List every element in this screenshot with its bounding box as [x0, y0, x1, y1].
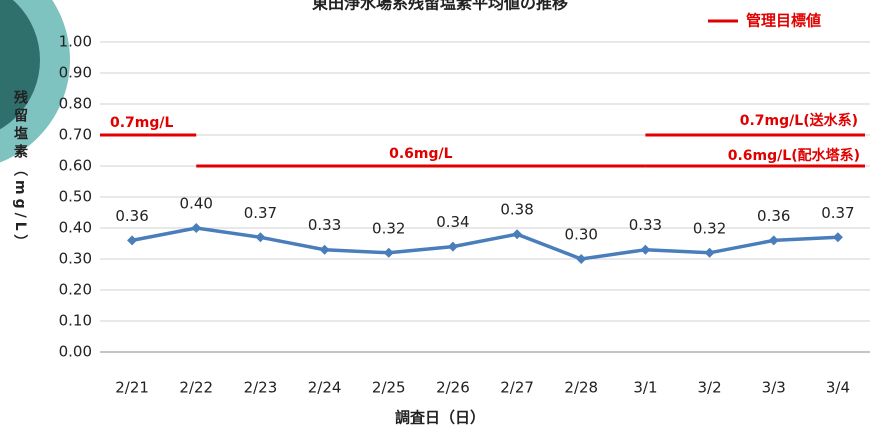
x-tick-label: 2/26	[436, 379, 470, 397]
marker	[191, 223, 201, 233]
series-line	[132, 228, 838, 259]
data-label: 0.37	[821, 204, 854, 222]
y-axis-label: 残留塩素（mg/L）	[12, 89, 29, 252]
x-axis-label: 調査日（日）	[395, 409, 485, 427]
data-label: 0.40	[180, 195, 213, 213]
data-label: 0.32	[372, 219, 405, 237]
x-tick-label: 2/22	[179, 379, 213, 397]
y-tick-label: 1.00	[59, 33, 92, 51]
data-label: 0.32	[693, 219, 726, 237]
y-tick-label: 0.00	[59, 343, 92, 361]
y-tick-label: 0.70	[59, 126, 92, 144]
marker	[705, 248, 715, 258]
data-label: 0.34	[436, 213, 469, 231]
y-tick-label: 0.30	[59, 250, 92, 268]
data-label: 0.33	[308, 216, 341, 234]
legend-label: 管理目標値	[746, 12, 821, 30]
y-tick-label: 0.60	[59, 157, 92, 175]
target-label: 0.7mg/L(送水系)	[740, 112, 858, 129]
marker	[833, 232, 843, 242]
x-tick-label: 2/24	[308, 379, 342, 397]
x-tick-label: 3/4	[826, 379, 850, 397]
chart-title: 東田浄水場系残留塩素平均値の推移	[312, 0, 568, 13]
x-tick-label: 3/3	[762, 379, 786, 397]
x-tick-label: 3/2	[698, 379, 722, 397]
data-label: 0.36	[115, 207, 148, 225]
data-label: 0.38	[500, 201, 533, 219]
data-label: 0.37	[244, 204, 277, 222]
y-tick-label: 0.40	[59, 219, 92, 237]
marker	[255, 232, 265, 242]
x-tick-label: 2/25	[372, 379, 406, 397]
target-label: 0.7mg/L	[110, 115, 174, 131]
target-label: 0.6mg/L(配水塔系)	[728, 147, 860, 164]
x-tick-label: 2/28	[564, 379, 598, 397]
y-tick-label: 0.80	[59, 95, 92, 113]
x-tick-label: 2/21	[115, 379, 149, 397]
marker	[512, 229, 522, 239]
y-tick-label: 0.10	[59, 312, 92, 330]
data-label: 0.36	[757, 207, 790, 225]
y-tick-label: 0.90	[59, 64, 92, 82]
marker	[448, 242, 458, 252]
data-label: 0.33	[629, 216, 662, 234]
target-label: 0.6mg/L	[389, 146, 453, 162]
chart: 東田浄水場系残留塩素平均値の推移 調査日（日） 残留塩素（mg/L） 0.00 0…	[0, 0, 877, 435]
marker	[320, 245, 330, 255]
marker	[127, 235, 137, 245]
marker	[769, 235, 779, 245]
x-tick-label: 2/23	[244, 379, 278, 397]
marker	[576, 254, 586, 264]
data-label: 0.30	[565, 226, 598, 244]
marker	[640, 245, 650, 255]
x-tick-label: 3/1	[633, 379, 657, 397]
marker	[384, 248, 394, 258]
y-tick-label: 0.50	[59, 188, 92, 206]
y-tick-label: 0.20	[59, 281, 92, 299]
x-tick-label: 2/27	[500, 379, 534, 397]
